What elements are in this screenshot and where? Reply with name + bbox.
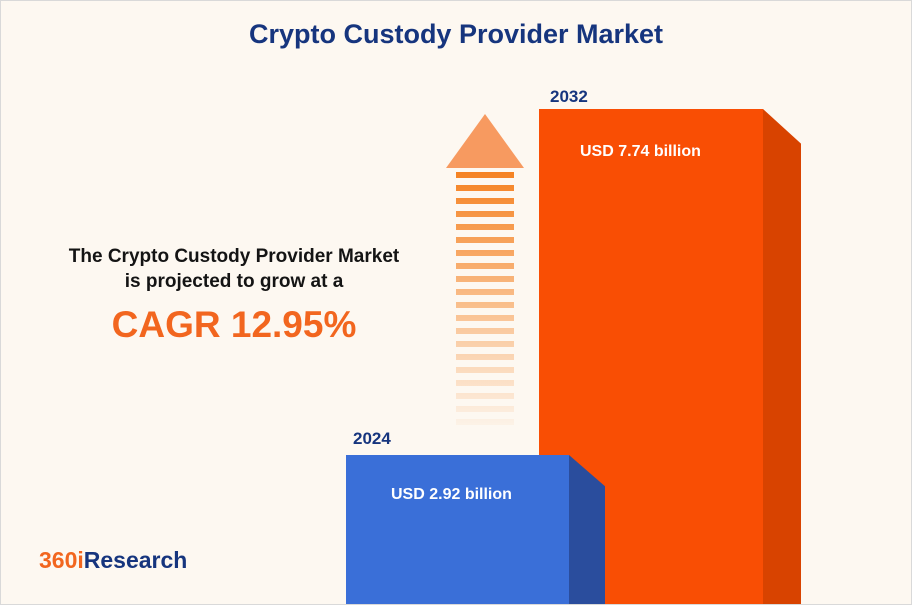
brand-logo: 360iResearch (39, 547, 187, 574)
cagr-value: CAGR 12.95% (111, 304, 357, 345)
brand-logo-prefix: 360i (39, 547, 84, 573)
bar-2024 (346, 455, 569, 604)
growth-arrow-fade (456, 172, 514, 430)
chart-title: Crypto Custody Provider Market (248, 19, 664, 49)
bar-2032-year-label: 2032 (550, 87, 588, 106)
annotation-line-2: is projected to grow at a (124, 271, 344, 292)
growth-annotation: The Crypto Custody Provider Market is pr… (19, 244, 449, 346)
brand-logo-suffix: Research (83, 547, 188, 573)
annotation-line-1: The Crypto Custody Provider Market (68, 246, 400, 267)
bar-2024-year-label: 2024 (353, 429, 391, 448)
growth-arrow-icon (446, 114, 524, 168)
bar-2032-side-face (763, 109, 801, 604)
bar-2032-value-label: USD 7.74 billion (580, 143, 701, 160)
bar-2024-value-label: USD 2.92 billion (391, 486, 512, 503)
